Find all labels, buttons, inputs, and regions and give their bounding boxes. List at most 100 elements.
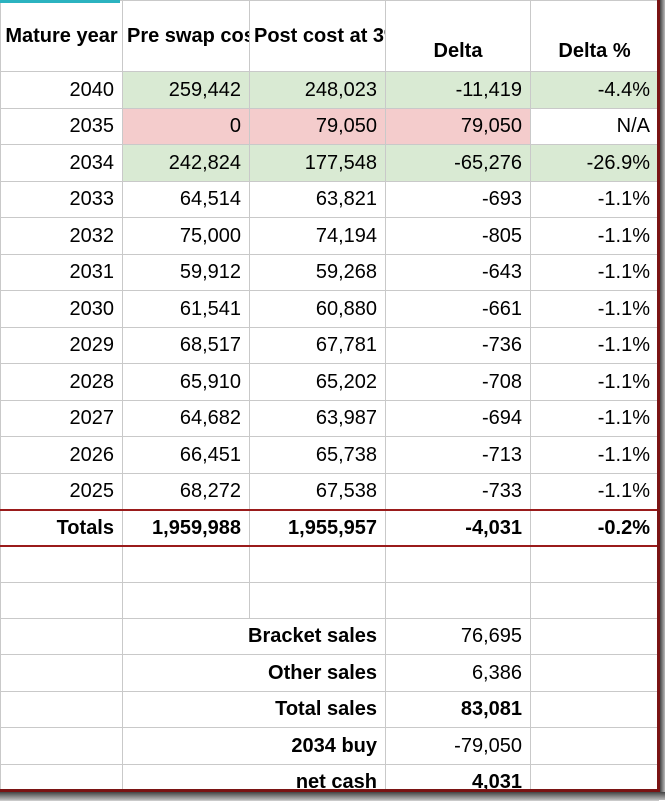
cell-post-cost[interactable]: 60,880 bbox=[249, 290, 386, 328]
empty-cell[interactable] bbox=[530, 581, 659, 619]
empty-cell[interactable] bbox=[530, 654, 659, 692]
table-row: 2026 66,451 65,738 -713 -1.1% bbox=[0, 436, 659, 474]
empty-cell[interactable] bbox=[0, 727, 123, 765]
cell-delta-percent[interactable]: -26.9% bbox=[530, 144, 659, 182]
cell-delta[interactable]: -65,276 bbox=[385, 144, 531, 182]
cell-post-cost[interactable]: 67,538 bbox=[249, 472, 386, 510]
empty-cell[interactable] bbox=[249, 581, 386, 619]
empty-cell[interactable] bbox=[122, 545, 250, 583]
totals-delta[interactable]: -4,031 bbox=[385, 508, 531, 547]
totals-delta-percent[interactable]: -0.2% bbox=[530, 508, 659, 547]
cell-delta[interactable]: -643 bbox=[385, 253, 531, 291]
cell-post-cost[interactable]: 67,781 bbox=[249, 326, 386, 364]
cell-pre-swap-cost[interactable]: 66,451 bbox=[122, 436, 250, 474]
cell-delta[interactable]: -661 bbox=[385, 290, 531, 328]
empty-cell[interactable] bbox=[0, 617, 123, 655]
cell-delta[interactable]: -11,419 bbox=[385, 71, 531, 109]
cell-pre-swap-cost[interactable]: 65,910 bbox=[122, 363, 250, 401]
cell-mature-year[interactable]: 2040 bbox=[0, 71, 123, 109]
cell-pre-swap-cost[interactable]: 242,824 bbox=[122, 144, 250, 182]
cell-mature-year[interactable]: 2035 bbox=[0, 107, 123, 145]
cell-delta[interactable]: -736 bbox=[385, 326, 531, 364]
cell-delta-percent[interactable]: -1.1% bbox=[530, 217, 659, 255]
cell-delta-percent[interactable]: -1.1% bbox=[530, 180, 659, 218]
cell-mature-year[interactable]: 2031 bbox=[0, 253, 123, 291]
cell-delta[interactable]: -805 bbox=[385, 217, 531, 255]
cell-pre-swap-cost[interactable]: 75,000 bbox=[122, 217, 250, 255]
empty-cell[interactable] bbox=[0, 581, 123, 619]
header-delta[interactable]: Delta bbox=[385, 0, 531, 72]
empty-cell[interactable] bbox=[530, 545, 659, 583]
cell-pre-swap-cost[interactable]: 259,442 bbox=[122, 71, 250, 109]
cell-pre-swap-cost[interactable]: 68,517 bbox=[122, 326, 250, 364]
cell-post-cost[interactable]: 65,202 bbox=[249, 363, 386, 401]
summary-label[interactable]: Bracket sales bbox=[122, 617, 386, 655]
totals-label[interactable]: Totals bbox=[0, 508, 123, 547]
cell-pre-swap-cost[interactable]: 61,541 bbox=[122, 290, 250, 328]
cell-mature-year[interactable]: 2034 bbox=[0, 144, 123, 182]
cell-post-cost[interactable]: 63,987 bbox=[249, 399, 386, 437]
cell-delta-percent[interactable]: -1.1% bbox=[530, 399, 659, 437]
cell-delta-percent[interactable]: -1.1% bbox=[530, 253, 659, 291]
empty-cell[interactable] bbox=[122, 581, 250, 619]
cell-mature-year[interactable]: 2032 bbox=[0, 217, 123, 255]
cell-delta[interactable]: -693 bbox=[385, 180, 531, 218]
totals-pre-swap-cost[interactable]: 1,959,988 bbox=[122, 508, 250, 547]
cell-delta-percent[interactable]: -1.1% bbox=[530, 363, 659, 401]
totals-row: Totals 1,959,988 1,955,957 -4,031 -0.2% bbox=[0, 508, 659, 547]
empty-cell[interactable] bbox=[530, 690, 659, 728]
cell-mature-year[interactable]: 2025 bbox=[0, 472, 123, 510]
header-pre-swap-cost[interactable]: Pre swap cost bbox=[122, 0, 250, 72]
empty-cell[interactable] bbox=[530, 617, 659, 655]
header-mature-year[interactable]: Mature year bbox=[0, 0, 123, 72]
cell-delta[interactable]: -713 bbox=[385, 436, 531, 474]
cell-delta[interactable]: -694 bbox=[385, 399, 531, 437]
empty-cell[interactable] bbox=[249, 545, 386, 583]
cell-pre-swap-cost[interactable]: 68,272 bbox=[122, 472, 250, 510]
summary-label[interactable]: Other sales bbox=[122, 654, 386, 692]
shadow-right bbox=[660, 0, 665, 800]
summary-value[interactable]: 6,386 bbox=[385, 654, 531, 692]
empty-cell[interactable] bbox=[0, 545, 123, 583]
cell-mature-year[interactable]: 2033 bbox=[0, 180, 123, 218]
totals-post-cost[interactable]: 1,955,957 bbox=[249, 508, 386, 547]
cell-delta-percent[interactable]: -1.1% bbox=[530, 326, 659, 364]
cell-delta-percent[interactable]: -1.1% bbox=[530, 290, 659, 328]
cell-post-cost[interactable]: 65,738 bbox=[249, 436, 386, 474]
empty-cell[interactable] bbox=[385, 545, 531, 583]
header-delta-percent[interactable]: Delta % bbox=[530, 0, 659, 72]
cell-post-cost[interactable]: 59,268 bbox=[249, 253, 386, 291]
summary-row: Other sales 6,386 bbox=[0, 654, 659, 692]
cell-delta-percent[interactable]: -1.1% bbox=[530, 436, 659, 474]
cell-mature-year[interactable]: 2030 bbox=[0, 290, 123, 328]
cell-post-cost[interactable]: 74,194 bbox=[249, 217, 386, 255]
header-post-cost[interactable]: Post cost at 3% bbox=[249, 0, 386, 72]
empty-cell[interactable] bbox=[530, 727, 659, 765]
cell-post-cost[interactable]: 177,548 bbox=[249, 144, 386, 182]
cell-post-cost[interactable]: 248,023 bbox=[249, 71, 386, 109]
cell-post-cost[interactable]: 63,821 bbox=[249, 180, 386, 218]
cell-pre-swap-cost[interactable]: 59,912 bbox=[122, 253, 250, 291]
cell-delta-percent[interactable]: N/A bbox=[530, 107, 659, 145]
cell-post-cost[interactable]: 79,050 bbox=[249, 107, 386, 145]
summary-label[interactable]: Total sales bbox=[122, 690, 386, 728]
cell-delta-percent[interactable]: -4.4% bbox=[530, 71, 659, 109]
cell-pre-swap-cost[interactable]: 64,682 bbox=[122, 399, 250, 437]
cell-pre-swap-cost[interactable]: 0 bbox=[122, 107, 250, 145]
summary-value[interactable]: 76,695 bbox=[385, 617, 531, 655]
cell-delta[interactable]: 79,050 bbox=[385, 107, 531, 145]
cell-mature-year[interactable]: 2029 bbox=[0, 326, 123, 364]
summary-label[interactable]: 2034 buy bbox=[122, 727, 386, 765]
empty-cell[interactable] bbox=[385, 581, 531, 619]
summary-value[interactable]: -79,050 bbox=[385, 727, 531, 765]
cell-pre-swap-cost[interactable]: 64,514 bbox=[122, 180, 250, 218]
empty-cell[interactable] bbox=[0, 654, 123, 692]
cell-delta[interactable]: -708 bbox=[385, 363, 531, 401]
cell-delta[interactable]: -733 bbox=[385, 472, 531, 510]
cell-mature-year[interactable]: 2026 bbox=[0, 436, 123, 474]
cell-mature-year[interactable]: 2027 bbox=[0, 399, 123, 437]
empty-cell[interactable] bbox=[0, 690, 123, 728]
summary-value[interactable]: 83,081 bbox=[385, 690, 531, 728]
cell-mature-year[interactable]: 2028 bbox=[0, 363, 123, 401]
cell-delta-percent[interactable]: -1.1% bbox=[530, 472, 659, 510]
